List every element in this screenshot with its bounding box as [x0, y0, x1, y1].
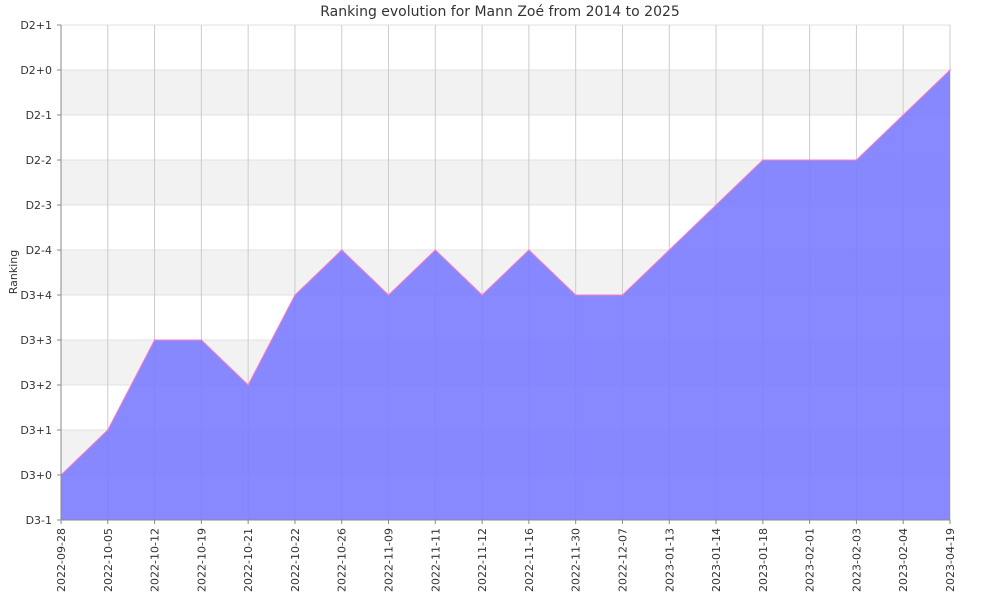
x-tick-label: 2022-10-22 [289, 528, 302, 592]
data-point [247, 384, 249, 386]
x-tick-labels: 2022-09-28 2022-10-05 2022-10-12 2022-10-19… [55, 520, 957, 592]
x-tick-label: 2023-01-13 [663, 528, 676, 592]
y-tick-label: D3+2 [20, 379, 52, 392]
x-tick-label: 2022-10-05 [102, 528, 115, 592]
x-tick-label: 2022-11-16 [523, 528, 536, 592]
y-tick-label: D2+1 [20, 19, 52, 32]
data-point [621, 294, 624, 296]
x-tick-label: 2023-02-01 [804, 528, 817, 592]
x-tick-label: 2023-02-03 [850, 528, 863, 592]
y-tick-label: D2-3 [26, 199, 52, 212]
x-tick-label: 2022-11-11 [429, 528, 442, 592]
x-tick-label: 2022-12-07 [616, 528, 629, 592]
data-point [340, 249, 343, 251]
x-tick-label: 2022-11-12 [476, 528, 489, 592]
data-point [949, 69, 951, 71]
data-point [153, 339, 156, 341]
data-point [106, 429, 109, 431]
y-tick-label: D3+0 [20, 469, 52, 482]
series-area-fill [61, 70, 950, 520]
data-point [481, 294, 483, 296]
y-tick-label: D2-4 [26, 244, 52, 257]
y-tick-label: D2+0 [20, 64, 52, 77]
band-row [61, 25, 950, 70]
x-tick-label: 2023-02-04 [897, 528, 910, 592]
data-point [200, 339, 203, 341]
x-tick-label: 2023-01-18 [757, 528, 770, 592]
x-tick-label: 2023-04-19 [944, 528, 957, 592]
data-point [387, 294, 390, 296]
data-point [762, 159, 764, 161]
data-point [808, 159, 811, 161]
data-point [668, 249, 671, 251]
y-tick-labels: D3-1 D3+0 D3+1 D3+2 D3+3 D3+4 D2-4 D2-3 D2-2 D2-1… [20, 19, 61, 527]
x-tick-label: 2023-01-14 [710, 528, 723, 592]
band-row [61, 70, 950, 115]
series-area [60, 69, 951, 520]
y-tick-label: D3-1 [26, 514, 52, 527]
x-tick-label: 2022-10-19 [195, 528, 208, 592]
y-tick-label: D3+1 [20, 424, 52, 437]
data-point [855, 159, 858, 161]
axes [60, 25, 950, 521]
y-tick-label: D3+4 [20, 289, 52, 302]
data-point [528, 249, 530, 251]
chart-title: Ranking evolution for Mann Zoé from 2014… [320, 4, 680, 20]
x-tick-label: 2022-10-12 [149, 528, 162, 592]
x-tick-label: 2022-11-09 [383, 528, 396, 592]
series-line [60, 69, 951, 476]
data-point [902, 114, 905, 116]
x-tick-label: 2022-10-21 [242, 528, 255, 592]
data-point [574, 294, 577, 296]
y-tick-label: D2-2 [26, 154, 52, 167]
y-tick-label: D2-1 [26, 109, 52, 122]
data-point [294, 294, 296, 296]
y-axis-label: Ranking [7, 250, 20, 295]
x-tick-label: 2022-10-26 [336, 528, 349, 592]
y-tick-label: D3+3 [20, 334, 52, 347]
x-tick-label: 2022-09-28 [55, 528, 68, 592]
data-point [715, 204, 717, 206]
band-row [61, 115, 950, 160]
x-tick-label: 2022-11-30 [570, 528, 583, 592]
data-point [434, 249, 437, 251]
